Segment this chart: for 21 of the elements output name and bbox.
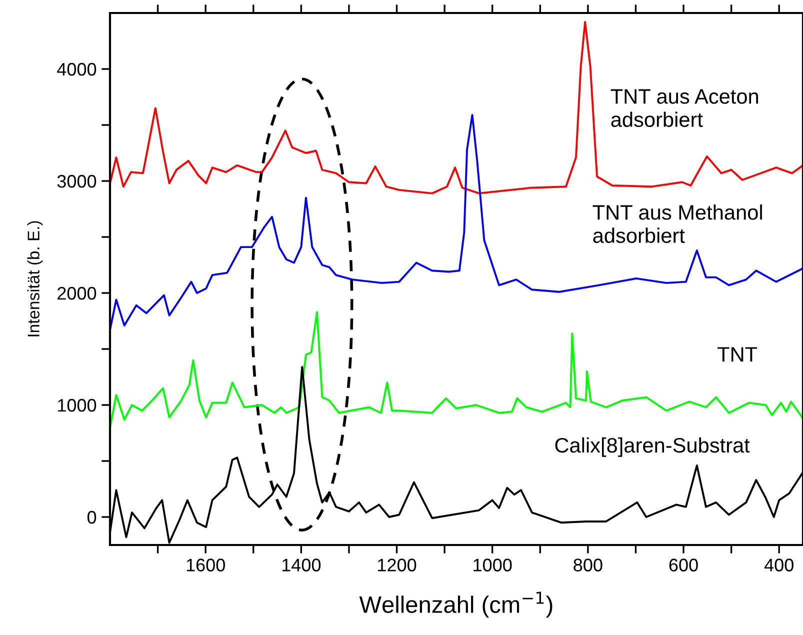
series-label: TNT aus Methanol adsorbiert <box>592 204 762 243</box>
line-series <box>110 311 803 428</box>
x-tick-label: 400 <box>764 558 794 572</box>
line-series <box>110 114 803 331</box>
y-tick-label: 4000 <box>57 62 96 76</box>
series-label: Calix[8]aren-Substrat <box>555 437 750 457</box>
series-label: TNT aus Aceton adsorbiert <box>610 89 758 128</box>
y-tick-label: 1000 <box>58 398 96 412</box>
x-tick-label: 600 <box>669 558 698 572</box>
x-tick-label: 1400 <box>282 558 321 572</box>
series-label: TNT <box>718 347 758 362</box>
y-axis-title: Intensität (b. E.) <box>27 221 43 336</box>
line-series <box>110 20 803 194</box>
y-tick-label: 0 <box>87 510 96 524</box>
x-axis-title: Wellenzahl (cm$^{−1}$) <box>359 592 552 618</box>
y-tick-label: 2000 <box>58 286 96 300</box>
x-tick-label: 1000 <box>474 558 512 572</box>
x-tick-label: 1600 <box>186 558 225 572</box>
x-tick-label: 1200 <box>378 558 416 572</box>
y-tick-label: 3000 <box>57 174 96 188</box>
x-tick-label: 800 <box>574 558 602 572</box>
